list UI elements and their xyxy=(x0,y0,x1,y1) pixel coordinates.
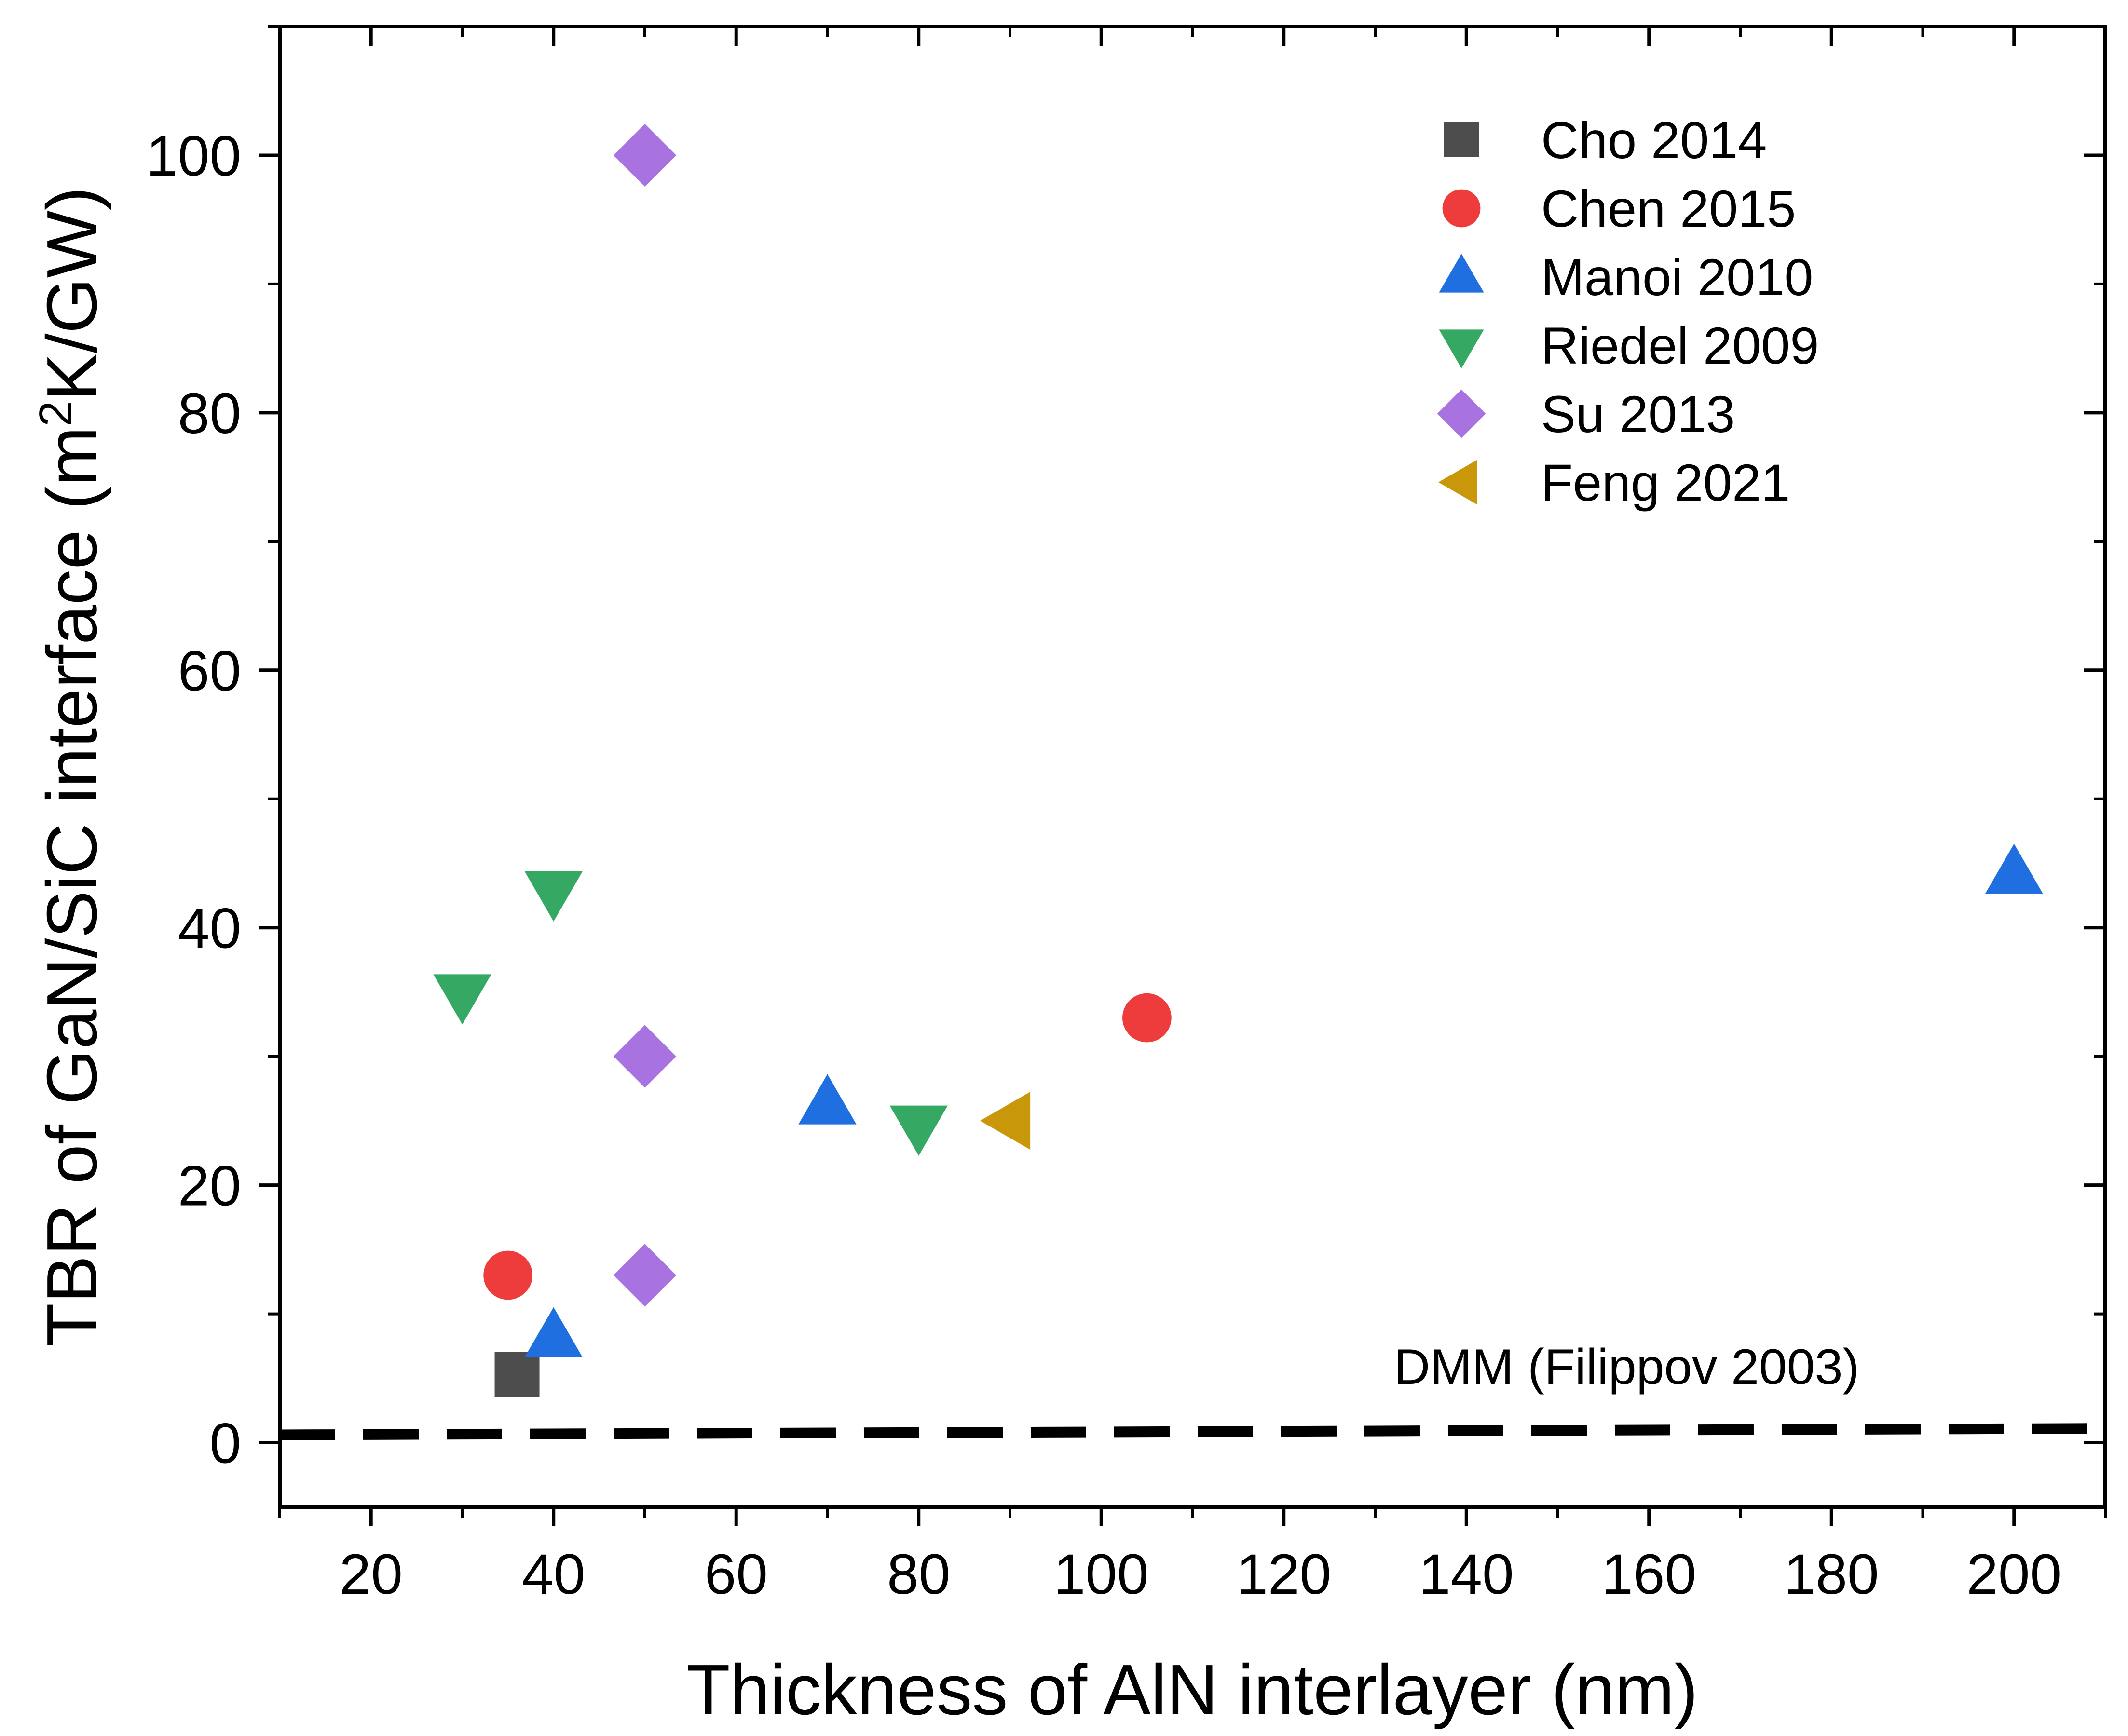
dmm-annotation: DMM (Filippov 2003) xyxy=(1394,1339,1859,1395)
point-su-2013 xyxy=(613,1244,677,1307)
x-tick-label: 120 xyxy=(1236,1543,1331,1606)
y-axis-title-prefix: TBR of GaN/SiC interface (m xyxy=(32,427,112,1347)
y-tick-label: 100 xyxy=(146,124,241,188)
legend-label-cho-2014: Cho 2014 xyxy=(1541,111,1767,169)
y-tick-label: 20 xyxy=(178,1154,241,1218)
y-tick-label: 40 xyxy=(178,897,241,961)
legend-label-manoi-2010: Manoi 2010 xyxy=(1541,248,1813,306)
point-chen-2015 xyxy=(1122,993,1172,1043)
legend-marker-riedel-2009 xyxy=(1439,329,1484,368)
x-tick-label: 140 xyxy=(1419,1543,1514,1606)
point-manoi-2010 xyxy=(524,1307,583,1357)
legend-label-chen-2015: Chen 2015 xyxy=(1541,179,1796,238)
x-tick-label: 200 xyxy=(1966,1543,2061,1606)
legend-marker-su-2013 xyxy=(1437,389,1486,438)
x-tick-label: 80 xyxy=(887,1543,950,1606)
legend-label-riedel-2009: Riedel 2009 xyxy=(1541,316,1819,375)
dmm-reference-line xyxy=(279,1423,2106,1440)
legend-label-su-2013: Su 2013 xyxy=(1541,385,1735,443)
legend-marker-chen-2015 xyxy=(1442,189,1481,228)
point-riedel-2009 xyxy=(524,871,583,922)
x-tick-label: 60 xyxy=(705,1543,768,1606)
y-tick-label: 0 xyxy=(209,1412,241,1476)
y-axis-title-superscript: 2 xyxy=(30,401,82,426)
point-feng-2021 xyxy=(980,1091,1031,1150)
point-riedel-2009 xyxy=(889,1105,948,1156)
x-tick-label: 40 xyxy=(522,1543,585,1606)
y-axis-title: TBR of GaN/SiC interface (m2K/GW) xyxy=(30,187,112,1346)
legend: Cho 2014 Chen 2015 Manoi 2010 Riedel 2009 Su… xyxy=(1437,111,1819,512)
point-chen-2015 xyxy=(483,1250,532,1300)
x-tick-label: 100 xyxy=(1054,1543,1149,1606)
point-manoi-2010 xyxy=(1985,843,2043,894)
point-cho-2014 xyxy=(494,1352,540,1397)
plot-frame xyxy=(278,25,2107,1509)
x-axis-title: Thickness of AlN interlayer (nm) xyxy=(686,1650,1698,1730)
point-riedel-2009 xyxy=(433,974,491,1025)
legend-marker-cho-2014 xyxy=(1444,122,1479,157)
point-manoi-2010 xyxy=(798,1074,857,1125)
legend-label-feng-2021: Feng 2021 xyxy=(1541,453,1790,512)
y-tick-label: 60 xyxy=(178,639,241,703)
point-su-2013 xyxy=(613,1025,677,1088)
legend-marker-feng-2021 xyxy=(1438,460,1477,505)
legend-marker-manoi-2010 xyxy=(1439,254,1484,293)
y-tick-label: 80 xyxy=(178,382,241,446)
y-axis-title-suffix: K/GW) xyxy=(32,187,112,401)
x-tick-label: 180 xyxy=(1784,1543,1879,1606)
x-tick-label: 20 xyxy=(340,1543,403,1606)
point-su-2013 xyxy=(613,123,677,187)
x-tick-label: 160 xyxy=(1601,1543,1696,1606)
